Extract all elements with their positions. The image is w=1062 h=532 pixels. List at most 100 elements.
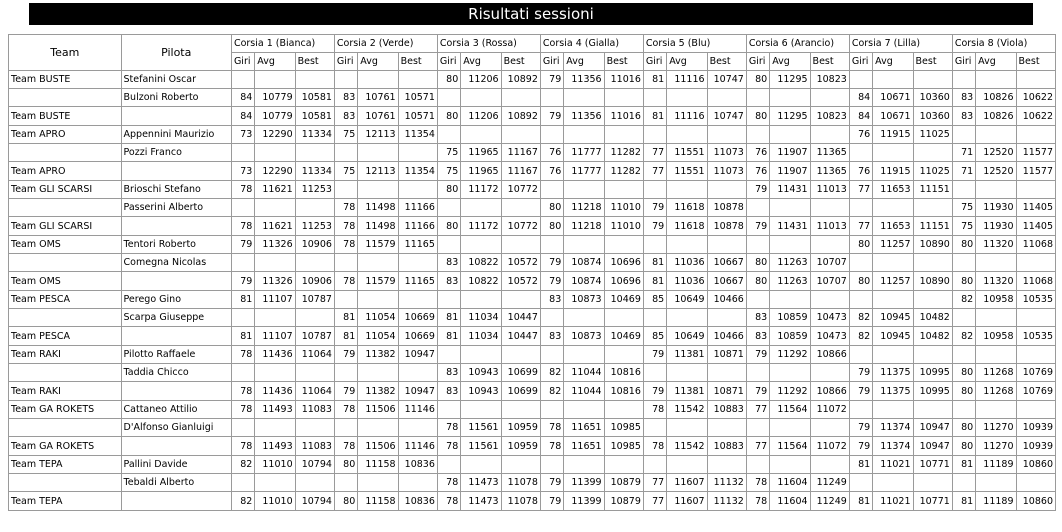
value-cell: 81 <box>848 491 874 511</box>
pilot-cell <box>120 271 232 291</box>
value-cell: 11579 <box>357 271 399 291</box>
value-cell: 11068 <box>1015 235 1057 254</box>
value-cell <box>357 253 399 272</box>
team-cell: Team RAKI <box>8 381 122 401</box>
value-cell <box>769 455 811 474</box>
team-cell <box>8 473 122 492</box>
lane-1-subheader: Avg <box>254 52 296 71</box>
value-cell: 10879 <box>603 491 644 511</box>
value-cell: 10836 <box>397 455 438 474</box>
value-cell: 78 <box>230 400 256 419</box>
value-cell: 11498 <box>357 198 399 217</box>
value-cell <box>397 143 438 162</box>
value-cell: 81 <box>230 290 256 309</box>
value-cell: 11618 <box>666 216 708 236</box>
value-cell: 83 <box>951 106 977 126</box>
value-cell: 79 <box>745 180 771 199</box>
value-cell: 10985 <box>603 418 644 437</box>
value-cell: 11013 <box>809 180 850 199</box>
value-cell: 11564 <box>769 436 811 456</box>
value-cell: 84 <box>848 106 874 126</box>
value-cell <box>500 88 541 107</box>
lane-2-subheader: Avg <box>357 52 399 71</box>
value-cell: 76 <box>745 143 771 162</box>
value-cell: 10879 <box>603 473 644 492</box>
value-cell: 11777 <box>563 143 605 162</box>
value-cell <box>500 345 541 364</box>
team-column-header: Team <box>8 34 122 71</box>
value-cell <box>848 198 874 217</box>
table-row: Bulzoni Roberto 84 10779 10581 83 10761 10571 8… <box>8 88 1057 107</box>
value-cell: 80 <box>951 418 977 437</box>
team-total-row: Team OMS 79 11326 10906 78 11579 11165 83 10822 1… <box>8 271 1057 291</box>
team-cell: Team TEPA <box>8 455 122 474</box>
value-cell: 82 <box>230 455 256 474</box>
value-cell: 10473 <box>809 308 850 327</box>
value-cell: 79 <box>848 381 874 401</box>
value-cell <box>333 143 359 162</box>
value-cell <box>769 88 811 107</box>
value-cell: 10771 <box>912 455 953 474</box>
lane-4-subheader: Best <box>603 52 644 71</box>
table-row: Team APRO Appennini Maurizio 73 12290 11334 7… <box>8 125 1057 144</box>
value-cell: 75 <box>436 143 462 162</box>
value-cell: 11577 <box>1015 161 1057 181</box>
value-cell <box>333 253 359 272</box>
pilot-cell: Pilotto Raffaele <box>120 345 232 364</box>
value-cell: 10866 <box>809 381 850 401</box>
value-cell <box>642 308 668 327</box>
value-cell <box>975 70 1017 89</box>
value-cell <box>1015 253 1057 272</box>
value-cell <box>436 345 462 364</box>
value-cell <box>397 253 438 272</box>
value-cell: 10669 <box>397 308 438 327</box>
value-cell <box>706 180 747 199</box>
value-cell: 10816 <box>603 363 644 382</box>
value-cell <box>912 290 953 309</box>
team-cell: Team BUSTE <box>8 106 122 126</box>
value-cell <box>460 455 502 474</box>
value-cell: 73 <box>230 161 256 181</box>
value-cell: 11253 <box>294 216 335 236</box>
value-cell: 80 <box>539 216 565 236</box>
value-cell <box>230 308 256 327</box>
value-cell: 11431 <box>769 216 811 236</box>
value-cell <box>666 363 708 382</box>
pilot-cell <box>120 326 232 346</box>
value-cell: 78 <box>642 400 668 419</box>
value-cell: 75 <box>333 125 359 144</box>
value-cell: 10772 <box>500 216 541 236</box>
value-cell <box>230 70 256 89</box>
value-cell: 11542 <box>666 436 708 456</box>
value-cell: 11382 <box>357 345 399 364</box>
value-cell: 80 <box>745 106 771 126</box>
value-cell <box>539 400 565 419</box>
lane-3-subheader: Avg <box>460 52 502 71</box>
value-cell <box>294 253 335 272</box>
team-cell <box>8 88 122 107</box>
value-cell <box>745 290 771 309</box>
value-cell: 10669 <box>397 326 438 346</box>
value-cell <box>460 235 502 254</box>
value-cell: 81 <box>230 326 256 346</box>
value-cell: 78 <box>230 345 256 364</box>
pilot-cell: Appennini Maurizio <box>120 125 232 144</box>
value-cell: 11044 <box>563 381 605 401</box>
value-cell: 11165 <box>397 271 438 291</box>
value-cell <box>769 125 811 144</box>
value-cell: 11436 <box>254 381 296 401</box>
value-cell <box>357 363 399 382</box>
value-cell <box>500 125 541 144</box>
value-cell <box>500 290 541 309</box>
value-cell <box>230 418 256 437</box>
value-cell: 11965 <box>460 143 502 162</box>
team-cell: Team RAKI <box>8 345 122 364</box>
value-cell: 10581 <box>294 106 335 126</box>
value-cell: 10761 <box>357 88 399 107</box>
value-cell: 79 <box>848 436 874 456</box>
value-cell <box>357 418 399 437</box>
value-cell <box>563 125 605 144</box>
value-cell: 80 <box>436 216 462 236</box>
value-cell: 79 <box>539 253 565 272</box>
value-cell: 10622 <box>1015 106 1057 126</box>
